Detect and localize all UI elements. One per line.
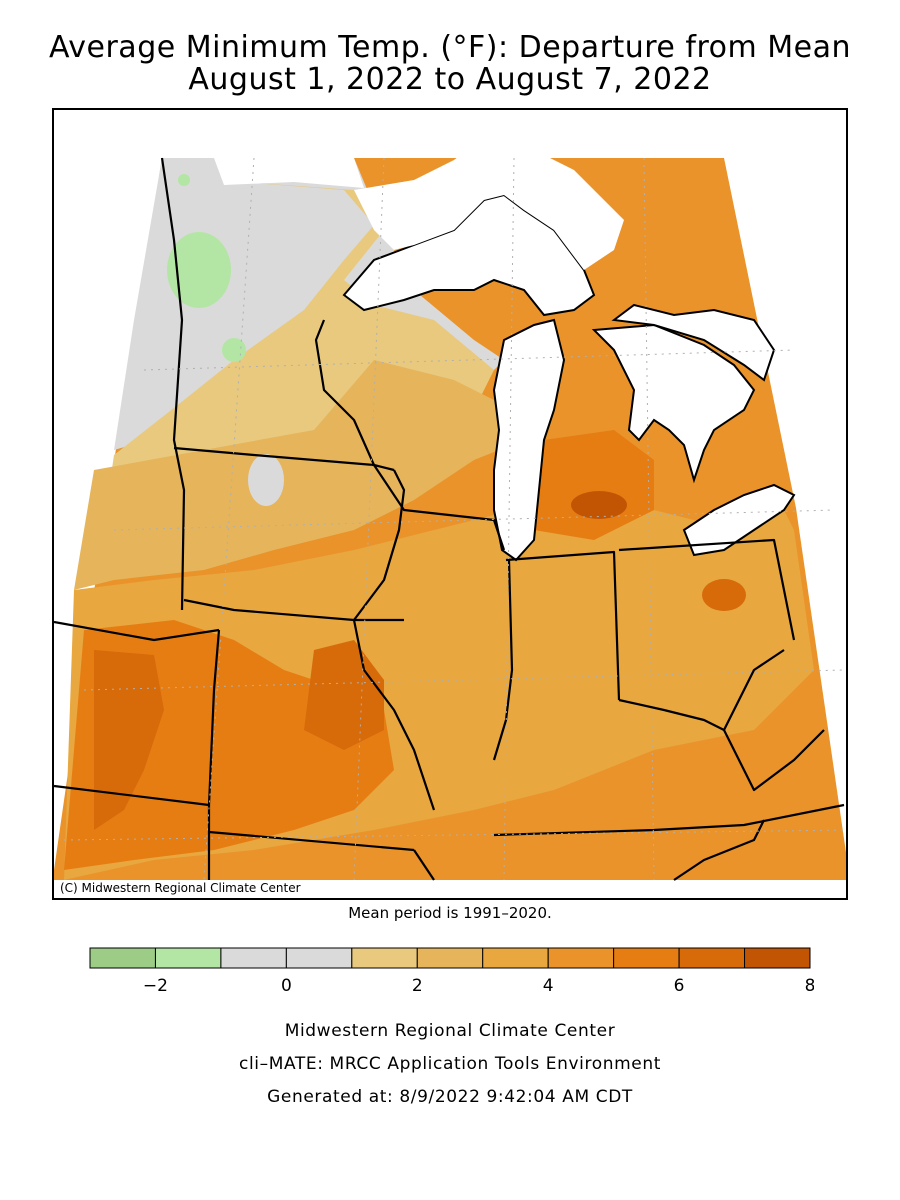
canada-upper: [354, 130, 624, 270]
legend-bin-3: [285, 947, 353, 969]
legend-tick-label: −2: [143, 976, 168, 996]
legend-bin-1: [154, 947, 222, 969]
temperature-departure-map: [54, 130, 846, 881]
map-panel: (C) Midwestern Regional Climate Center: [52, 108, 848, 900]
contour-zone-6-7-ohio: [702, 579, 746, 611]
contour-zone-6-7-michigan: [571, 491, 627, 519]
contour-zone-green-2: [222, 338, 246, 362]
contour-zone-gray-iowa: [248, 454, 284, 506]
contour-zone-green-3: [178, 174, 190, 186]
contour-zone-2-3: [74, 360, 524, 590]
map-title: Average Minimum Temp. (°F): Departure fr…: [49, 30, 851, 65]
copyright-label: (C) Midwestern Regional Climate Center: [56, 880, 305, 896]
legend-bin-2: [220, 947, 287, 969]
contour-zone-6-7-west: [94, 650, 164, 830]
legend-tick-label: 6: [674, 976, 685, 996]
lake-huron: [591, 323, 756, 484]
legend-bin-4: [351, 947, 418, 969]
lat-lon-grid: [63, 157, 846, 881]
contour-zone-5-6-michigan: [534, 430, 654, 540]
lake-ontario-area: [611, 303, 776, 382]
legend-bin-0: [89, 947, 156, 969]
map-date-range: August 1, 2022 to August 7, 2022: [188, 62, 712, 97]
contour-zone-tan: [106, 180, 494, 510]
legend-bin-6: [482, 947, 549, 969]
legend-tick-label: 0: [281, 976, 292, 996]
lake-erie: [682, 483, 796, 557]
legend-bin-9: [678, 947, 746, 969]
legend-bin-5: [416, 947, 484, 969]
footer-generated: Generated at: 8/9/2022 9:42:04 AM CDT: [267, 1087, 633, 1107]
legend-bin-8: [613, 947, 680, 969]
mean-period-note: Mean period is 1991–2020.: [348, 904, 552, 922]
legend-tick-label: 2: [412, 976, 423, 996]
legend-bin-7: [547, 947, 615, 969]
contour-zone-green-1: [167, 232, 231, 308]
state-boundaries: [54, 157, 845, 881]
footer-tool: cli–MATE: MRCC Application Tools Environ…: [239, 1054, 661, 1074]
lake-michigan: [492, 318, 566, 562]
footer-org: Midwestern Regional Climate Center: [284, 1021, 616, 1041]
legend-tick-label: 4: [543, 976, 554, 996]
legend-tick-label: 8: [805, 976, 814, 996]
north-white-area: [214, 158, 364, 188]
color-legend: −2 0 2 4 6 8: [89, 947, 814, 996]
legend-bin-10: [744, 947, 811, 969]
